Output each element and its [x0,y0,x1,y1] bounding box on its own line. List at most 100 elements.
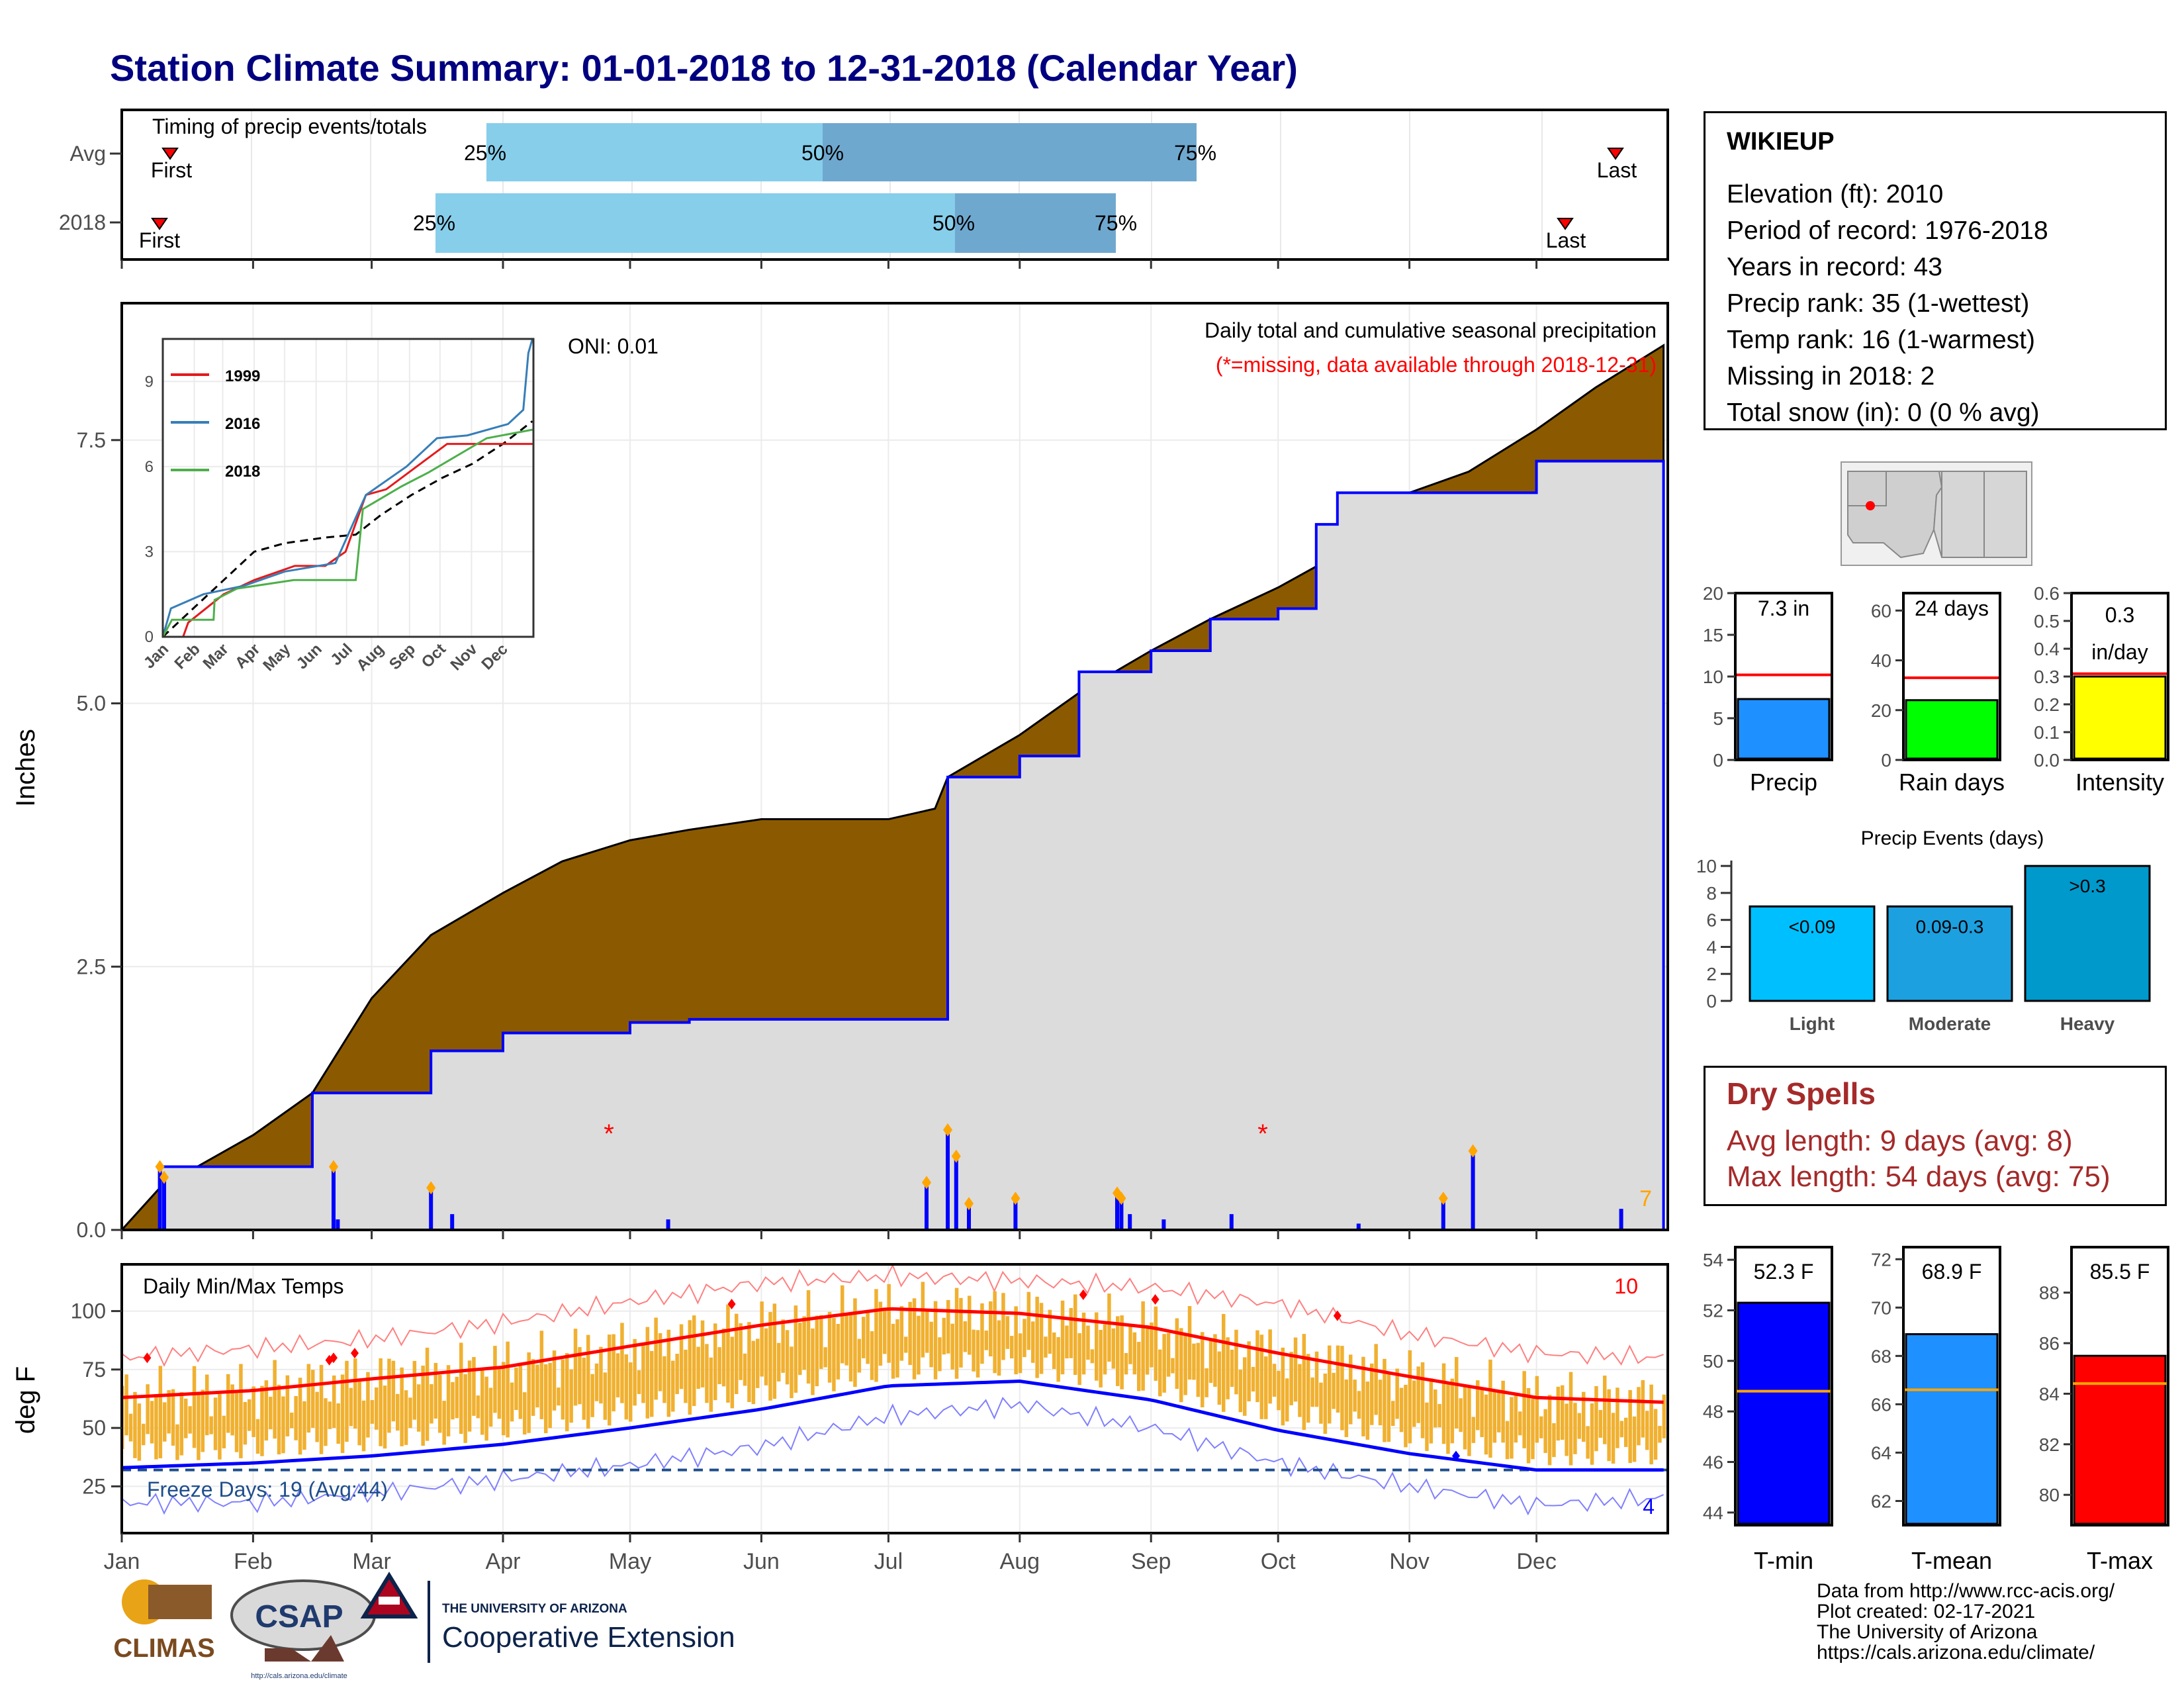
daily-precip-bar [1619,1209,1623,1230]
daily-temp-bar [417,1384,421,1432]
daily-temp-bar [1319,1382,1323,1424]
daily-temp-bar [248,1399,251,1431]
daily-temp-bar [404,1390,408,1445]
credit-line-2: Plot created: 02-17-2021 [1817,1601,2036,1622]
daily-temp-bar [1213,1334,1217,1387]
daily-temp-bar [781,1319,785,1373]
daily-temp-bar [908,1301,912,1366]
month-label: Mar [352,1549,391,1574]
events-bar-text: >0.3 [2069,876,2105,896]
daily-temp-bar [1044,1336,1048,1358]
precip-missing-1: * [604,1119,614,1149]
intensity-mini-tick-label: 0.3 [2034,667,2060,687]
daily-temp-bar [446,1365,451,1436]
y2018-25-50-bar [435,193,955,253]
daily-temp-bar [1095,1312,1099,1381]
daily-temp-bar [1289,1352,1293,1405]
raindays-mini-tick-label: 60 [1871,600,1891,621]
daily-temp-bar [1150,1322,1154,1368]
daily-temp-bar [1255,1330,1259,1403]
inset-1999-line [163,443,533,638]
daily-temp-bar [179,1391,184,1456]
daily-temp-bar [391,1360,396,1422]
daily-temp-bar [137,1403,142,1461]
daily-temp-bar [739,1323,743,1380]
daily-temp-bar [751,1340,756,1405]
inset-2016-line [161,338,533,637]
daily-temp-bar [1420,1362,1425,1438]
daily-temp-bar [1086,1325,1090,1360]
tmean-mini: 62 64 66 68 70 72 68.9 F T-mean [1871,1246,2001,1574]
daily-temp-bar [1205,1368,1208,1397]
daily-temp-bar [1573,1403,1577,1454]
raindays-mini-tick-label: 0 [1881,750,1891,771]
daily-temp-bar [1437,1403,1441,1428]
daily-temp-bar [213,1397,218,1450]
daily-temp-bar [1277,1370,1281,1411]
daily-temp-bar [433,1362,438,1419]
daily-temp-bar [1340,1346,1344,1430]
precip-mini-bar [1737,698,1831,760]
daily-temp-bar [1383,1358,1387,1442]
climas-text: CLIMAS [113,1634,214,1663]
daily-temp-bar [1243,1357,1247,1416]
daily-temp-bar [827,1311,832,1383]
daily-temp-bar [1488,1359,1492,1458]
daily-temp-bar [1441,1363,1446,1444]
daily-temp-bar [527,1352,531,1433]
daily-precip-bars [155,1123,1623,1230]
daily-temp-bar [548,1362,552,1429]
normal-max-line [121,1307,1664,1404]
daily-precip-marker [964,1197,974,1211]
daily-precip-marker [159,1170,169,1184]
daily-temp-bar [645,1327,650,1419]
daily-temp-bar [1404,1384,1408,1448]
intensity-mini-bar [2073,675,2167,760]
daily-temp-bar [836,1324,841,1380]
daily-temp-bar [1361,1356,1365,1436]
daily-temp-bar [1433,1389,1437,1428]
daily-temp-bar [641,1344,645,1403]
daily-temp-bar [565,1353,569,1432]
month-label: Nov [1389,1549,1429,1574]
daily-temp-bar [379,1358,383,1446]
y2018-p75: 75% [1095,211,1137,235]
daily-temp-bar [811,1328,815,1395]
record-temp-marker [143,1352,152,1364]
daily-precip-bar [1441,1198,1445,1230]
daily-temp-bar [1518,1411,1522,1436]
daily-temp-bar [1425,1402,1429,1451]
daily-temp-bar [154,1395,158,1460]
precip-events-chart: Precip Events (days) 0 2 4 6 8 10 <0.09 Light 0.0… [1696,827,2181,1034]
csap-url: http://cals.arizona.edu/climate [251,1672,347,1680]
inset-y-tick-label: 0 [145,628,154,646]
daily-temp-bar [1196,1342,1201,1397]
daily-precip-bar [1115,1193,1119,1230]
precip-y-tick-label: 7.5 [77,428,106,452]
daily-temp-bar [260,1385,264,1456]
tmax-mini-tick-label: 84 [2039,1383,2060,1404]
daily-temp-bar [1378,1380,1383,1426]
avg-50-75-bar [823,123,1197,181]
month-label: Sep [1131,1549,1171,1574]
month-label: Dec [1516,1549,1556,1574]
tmin-mini-tick-label: 54 [1703,1250,1723,1270]
intensity-mini-tick-label: 0.1 [2034,722,2060,743]
daily-temp-bar [853,1298,857,1387]
tmean-mini-tick-label: 70 [1871,1297,1891,1318]
daily-temp-bar [917,1315,921,1375]
record-temp-marker [1079,1289,1087,1300]
daily-temp-bar [285,1375,290,1436]
daily-temp-bar [1116,1316,1120,1386]
daily-temp-bar [1065,1325,1069,1359]
inset-legend-2016: 2016 [225,415,260,433]
daily-temp-bar [929,1321,933,1368]
daily-temp-bar [234,1392,239,1452]
daily-temp-bar [311,1370,315,1428]
daily-temp-bar [684,1349,688,1403]
daily-temp-bar [1416,1366,1420,1423]
csap-text: CSAP [255,1599,343,1634]
daily-temp-bar [1463,1385,1467,1450]
daily-temp-bar [709,1357,713,1412]
daily-temp-bar [1408,1350,1412,1444]
